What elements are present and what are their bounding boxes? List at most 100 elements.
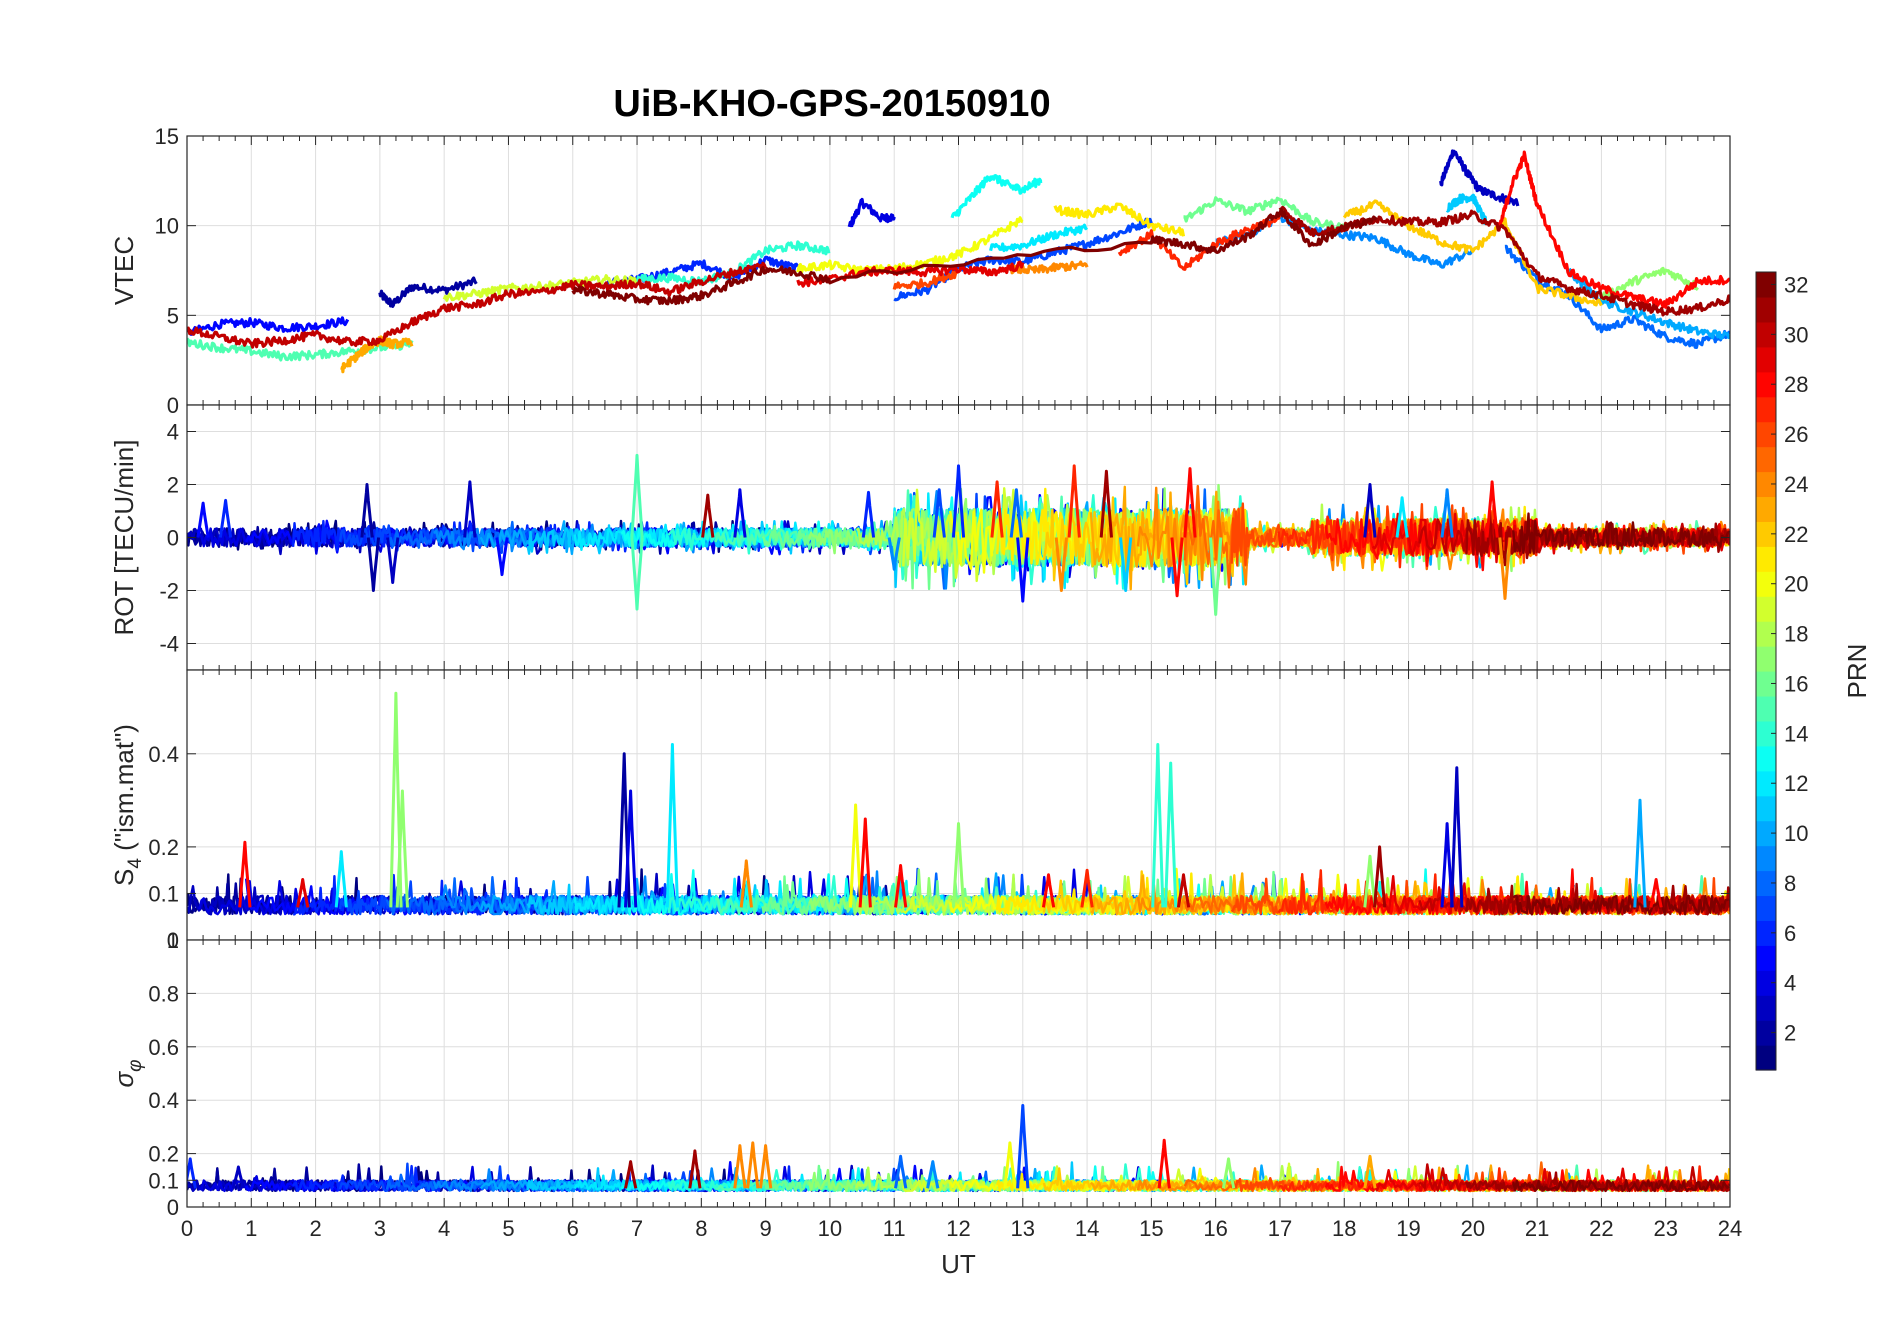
y-tick-label: 0 [167,393,179,418]
spike-prn-15 [630,537,644,611]
spike-prn-28 [1183,467,1197,538]
colorbar-swatch [1756,745,1776,772]
spike-prn-23 [1363,1154,1377,1189]
x-tick-label: 7 [631,1216,643,1241]
colorbar-tick-label: 24 [1784,472,1808,497]
series-line-prn-15 [187,337,414,362]
spike-prn-8 [1009,488,1023,538]
y-axis-label: σφ [109,1059,146,1087]
y-tick-label: 0.6 [148,1035,179,1060]
spike-prn-29 [296,878,310,908]
series-line-prn-4 [847,197,896,228]
colorbar-tick-label: 18 [1784,622,1808,647]
spike-prn-31 [624,1160,638,1189]
colorbar-swatch [1756,571,1776,597]
y-tick-label: 1 [167,928,179,953]
series-line-prn-19 [442,274,639,302]
colorbar-tick-label: 2 [1784,1021,1796,1046]
colorbar-swatch [1756,895,1776,921]
spike-prn-6 [861,490,876,538]
colorbar-swatch [1756,621,1776,647]
y-tick-label: -4 [159,632,179,657]
series-line-prn-3 [1439,149,1520,207]
x-tick-label: 9 [760,1216,772,1241]
spike-prn-28 [238,840,252,908]
spike-prn-9 [1440,488,1454,538]
colorbar-label: PRN [1842,644,1872,699]
spike-prn-3 [1450,766,1464,908]
x-tick-label: 5 [502,1216,514,1241]
colorbar-tick-label: 12 [1784,771,1808,796]
spike-prn-8 [894,1154,908,1189]
x-tick-label: 14 [1075,1216,1099,1241]
colorbar-tick-label: 32 [1784,272,1808,297]
series-line-prn-30 [187,261,768,349]
series-line-prn-26 [892,269,960,290]
colorbar-tick-label: 10 [1784,821,1808,846]
spike-prn-5 [1016,537,1030,603]
x-tick-label: 0 [181,1216,193,1241]
series-group [187,453,1730,616]
spike-prn-31 [1099,469,1113,538]
series-line-prn-13 [950,174,1043,219]
spike-prn-27 [1067,464,1081,538]
series-line-prn-32 [571,207,1378,306]
colorbar-swatch [1756,471,1776,498]
colorbar-tick-label: 28 [1784,372,1808,397]
x-tick-label: 6 [567,1216,579,1241]
spike-prn-28 [1157,1138,1171,1189]
spike-prn-24 [1498,537,1512,600]
series-group [187,1104,1730,1193]
colorbar-swatch [1756,546,1776,572]
y-axis-label: S4 ("ism.mat") [109,724,146,886]
series-line-prn-21 [1053,202,1186,237]
y-tick-label: 0.8 [148,981,179,1006]
colorbar-tick-label: 4 [1784,971,1796,996]
x-tick-label: 12 [946,1216,970,1241]
spike-prn-17 [389,691,403,908]
spike-prn-2 [366,537,381,592]
spike-prn-28 [1649,878,1663,908]
y-tick-label: 4 [167,420,179,445]
spike-prn-5 [495,537,509,577]
spike-prn-3 [231,1165,246,1189]
spike-prn-20 [1003,1141,1017,1189]
series-group [187,691,1730,916]
spike-prn-7 [1016,1104,1030,1189]
series-line-prn-32 [1512,512,1730,554]
x-tick-label: 16 [1203,1216,1227,1241]
colorbar-tick-label: 6 [1784,921,1796,946]
y-tick-label: 0.2 [148,1142,179,1167]
spike-prn-17 [951,822,966,908]
spike-prn-9 [926,1160,940,1189]
spike-prn-4 [1440,822,1454,908]
colorbar-swatch [1756,496,1776,522]
y-tick-label: 0.1 [148,881,179,906]
colorbar-swatch [1756,845,1776,872]
panel-vtec: 0 5 10 15 VTEC [109,124,1731,418]
colorbar-swatch [1756,446,1776,473]
spike-prn-3 [463,480,477,538]
spike-prn-3 [1363,483,1377,538]
colorbar-swatch [1756,970,1776,996]
series-line-prn-11 [1445,193,1488,225]
colorbar-tick-label: 8 [1784,871,1796,896]
spike-prn-24 [739,859,753,908]
spike-prn-17 [1221,1157,1236,1189]
colorbar-swatch [1756,1020,1776,1046]
y-tick-label: -2 [159,579,179,604]
series-line-prn-31 [1465,882,1730,916]
spike-prn-3 [386,537,400,584]
x-tick-label: 19 [1396,1216,1420,1241]
spike-prn-30 [1176,873,1191,908]
y-tick-label: 0.2 [148,835,179,860]
colorbar-swatch [1756,945,1776,971]
series-line-prn-27 [1277,515,1730,569]
series-line-prn-29 [796,260,1025,288]
spike-prn-6 [218,498,233,538]
spike-prn-12 [334,850,348,908]
spike-prn-14 [1151,743,1165,908]
spike-prn-5 [196,501,210,538]
spike-prn-28 [1485,480,1499,538]
